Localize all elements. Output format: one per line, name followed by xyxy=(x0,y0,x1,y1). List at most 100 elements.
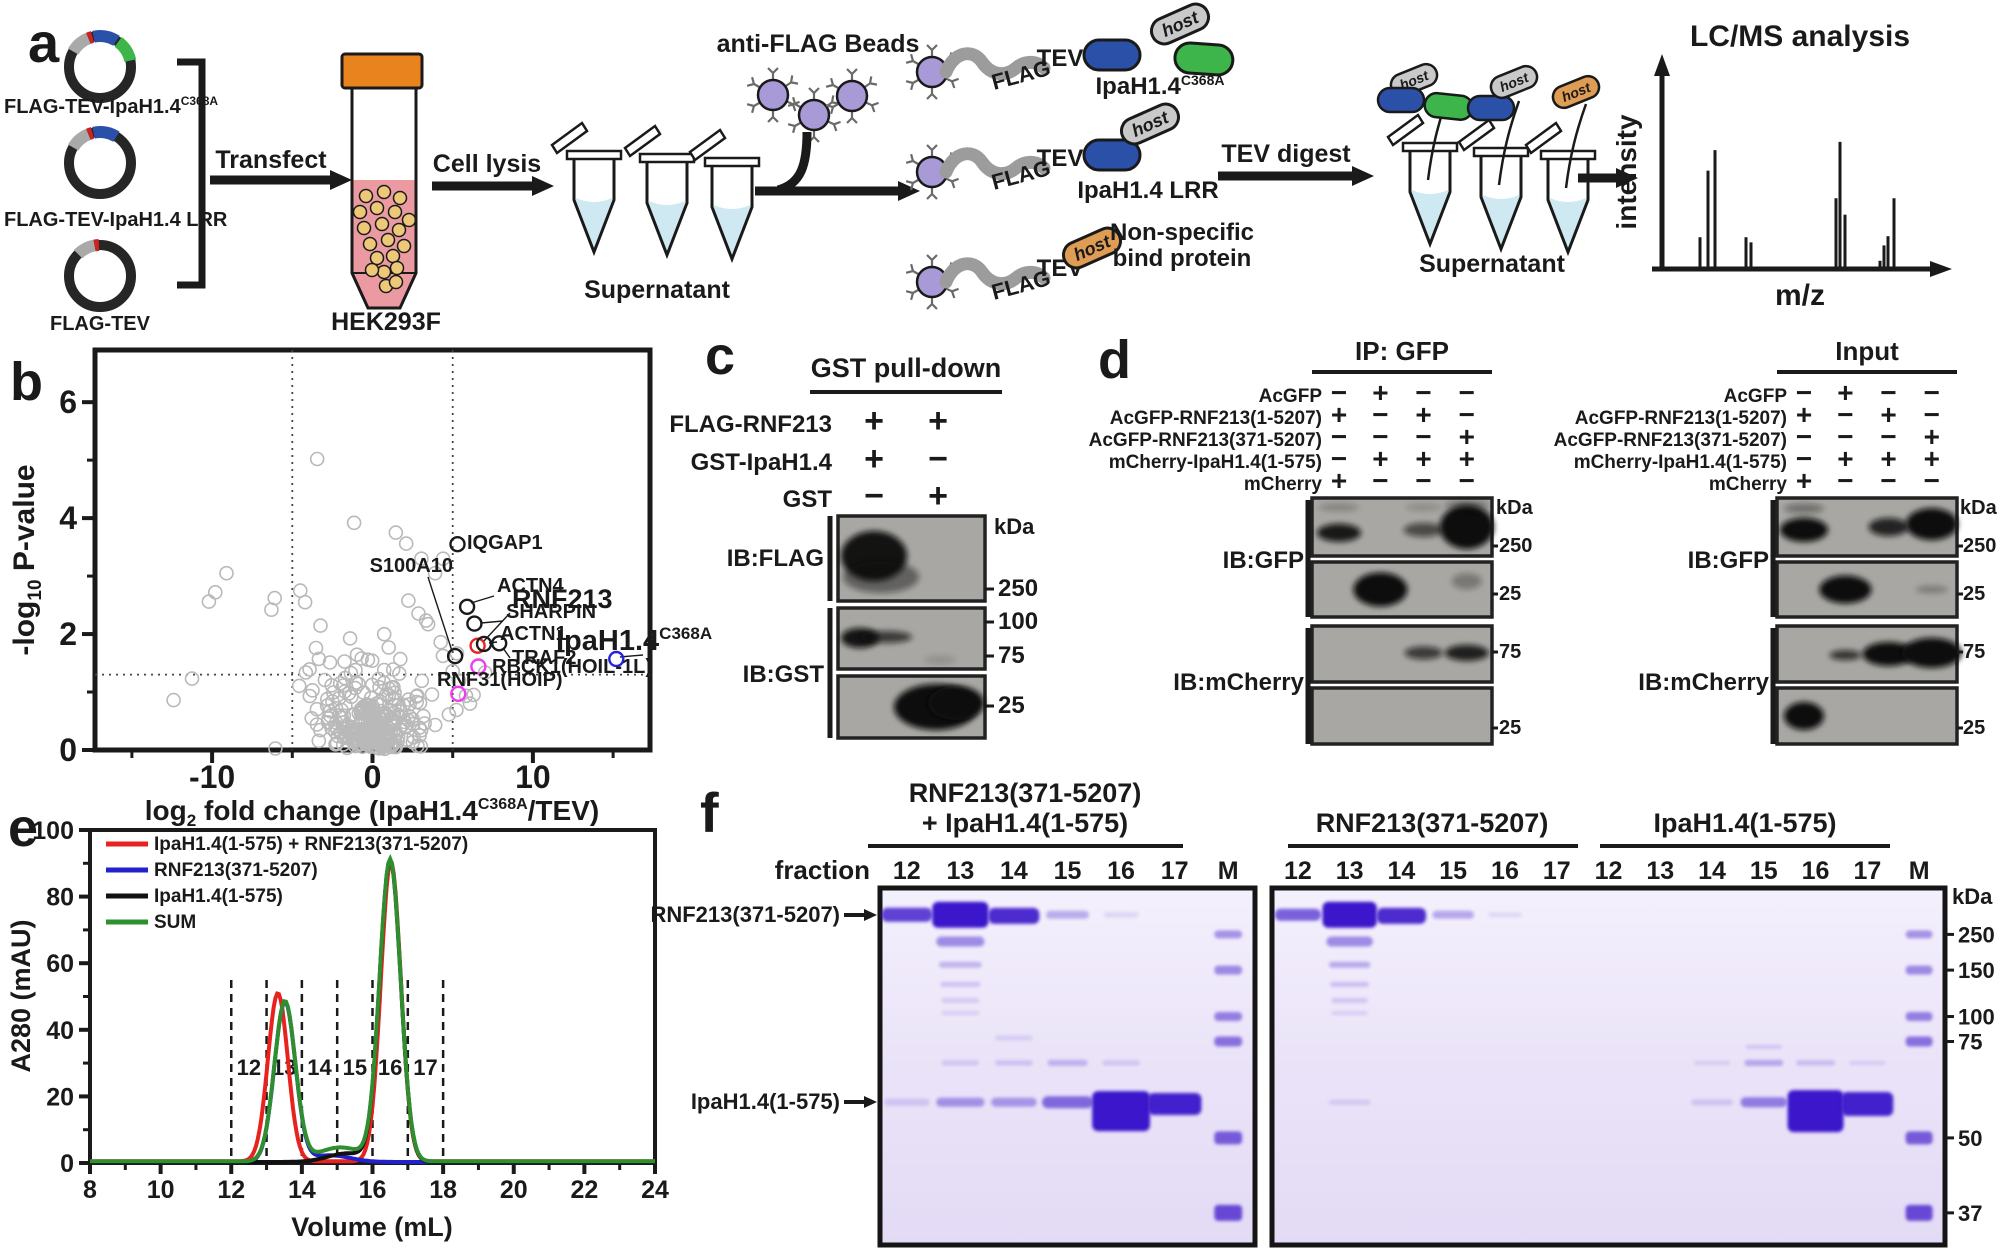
gst-pulldown-content: FLAG-RNF213 + +GST-IpaH1.4 + −GST − +250100752… xyxy=(669,402,1038,730)
coip-content: AcGFPAcGFP-RNF213(1-5207)AcGFP-RNF213(37… xyxy=(1089,377,1998,746)
cell-icon xyxy=(364,262,380,278)
d-sign: − xyxy=(1796,443,1812,474)
ladder-label: 150 xyxy=(1958,958,1995,983)
lane-number: 12 xyxy=(893,857,921,885)
lrr-capsule-icon xyxy=(1466,94,1516,122)
legend-label: SUM xyxy=(154,912,196,933)
ladder-label: 37 xyxy=(1958,1201,1982,1226)
c-row-label: FLAG-RNF213 xyxy=(669,411,832,438)
y-tick-label: 100 xyxy=(32,817,74,845)
d-sign: − xyxy=(1796,377,1812,408)
scatter-point xyxy=(349,647,365,663)
wb-band xyxy=(1868,518,1909,536)
scatter-point xyxy=(337,684,353,699)
panel-c-label: c xyxy=(705,326,735,386)
cell-icon xyxy=(401,212,417,228)
wb-band xyxy=(1317,523,1361,542)
wb-band xyxy=(1444,499,1489,510)
gel-marker-band xyxy=(1905,1204,1933,1221)
ib-gst-label: IB:GST xyxy=(743,661,825,688)
wb-band xyxy=(1819,575,1872,604)
marker-label: 25 xyxy=(1963,717,1985,739)
c-sign: − xyxy=(928,440,948,478)
d-sign: − xyxy=(1415,421,1431,452)
plasmid-3-label: FLAG-TEV xyxy=(50,313,151,335)
gel-marker-band xyxy=(1905,930,1933,939)
d-sign: + xyxy=(1880,399,1896,430)
cell-icon xyxy=(380,232,396,248)
point-label-RNF31(HOIP): RNF31(HOIP) xyxy=(437,669,563,691)
gel-left xyxy=(877,885,1258,1248)
y-tick-label: 0 xyxy=(59,732,77,768)
tev-digest-arrowhead-icon xyxy=(1352,166,1374,186)
cell-icon xyxy=(392,190,408,206)
d-sign: + xyxy=(1796,465,1812,496)
y-tick-label: 60 xyxy=(46,950,74,978)
scatter-point xyxy=(381,681,397,697)
ib-mcherry-label: IB:mCherry xyxy=(1173,669,1304,696)
point-label-IQGAP1: IQGAP1 xyxy=(467,532,543,554)
gel-band xyxy=(995,1060,1033,1066)
labeled-point-IpaH1.4 xyxy=(608,650,625,668)
scatter-point xyxy=(184,671,200,686)
ladder-label: 100 xyxy=(1958,1005,1995,1030)
wb-band xyxy=(860,631,912,643)
scatter-point xyxy=(414,551,429,567)
scatter-point xyxy=(445,663,461,679)
scatter-point xyxy=(328,719,343,734)
kda-label: kDa xyxy=(1960,497,1998,519)
kda-label: kDa xyxy=(994,514,1035,539)
gel-header-red-line2: + IpaH1.4(1-575) xyxy=(922,808,1128,838)
panel-a-label: a xyxy=(28,11,60,74)
x-tick-label: 18 xyxy=(429,1176,457,1204)
gel-band xyxy=(1432,910,1474,919)
scatter-point xyxy=(355,702,371,718)
scatter-point xyxy=(384,691,400,706)
gel-marker-band xyxy=(1905,1012,1933,1022)
cell-icon xyxy=(391,222,407,238)
gel-row-label-rnf213: RNF213(371-5207) xyxy=(650,902,840,927)
gel-band xyxy=(991,1097,1037,1107)
scatter-point xyxy=(329,736,344,751)
volcano-ylabel: -log10 P-value xyxy=(8,464,46,655)
scatter-point xyxy=(433,634,449,650)
sec-xlabel: Volume (mL) xyxy=(291,1212,453,1242)
point-label-IpaH1.4: IpaH1.4C368A xyxy=(556,624,712,657)
d-row-label: mCherry xyxy=(1709,474,1788,495)
labeled-point-ACTN4 xyxy=(458,598,476,615)
y-tick-label: 6 xyxy=(59,384,77,420)
y-tick-label: 20 xyxy=(46,1083,74,1111)
panel-d: d IP: GFP Input AcGFPAcGFP-RNF213(1-5207… xyxy=(1089,330,1998,746)
cell-lysis-arrowhead-icon xyxy=(532,176,554,196)
bracket xyxy=(177,58,206,289)
construct-2-label: IpaH1.4 LRR xyxy=(1077,177,1218,204)
scatter-point xyxy=(398,536,414,551)
gel-marker-band xyxy=(1905,965,1933,975)
gel-band xyxy=(938,961,982,968)
d-sign: + xyxy=(1372,377,1388,408)
scatter-point xyxy=(441,707,457,722)
gel-band xyxy=(1331,1010,1368,1015)
ms-peaks xyxy=(1698,141,1896,269)
x-tick-label: 12 xyxy=(217,1176,245,1204)
scatter-point xyxy=(264,602,279,618)
gel-band xyxy=(1744,1059,1784,1066)
wb-band xyxy=(1784,702,1824,730)
scatter-point xyxy=(409,694,425,710)
wb-band xyxy=(1405,503,1442,511)
ib-flag-label: IB:FLAG xyxy=(727,545,824,572)
lane-number: M xyxy=(1909,857,1930,885)
c-sign: − xyxy=(864,477,884,515)
d-sign: − xyxy=(1796,421,1812,452)
gel-marker-band xyxy=(1214,1036,1243,1047)
lane-number: 17 xyxy=(1853,857,1881,885)
gel-band xyxy=(1147,1092,1202,1115)
scatter-point xyxy=(372,679,387,695)
ladder-label: 50 xyxy=(1958,1126,1982,1151)
marker-label: 75 xyxy=(1963,641,1985,663)
panel-e: e A280 (mAU) Volume (mL) 8 10 12 14 16 18 20 22… xyxy=(6,798,669,1242)
lane-number: 16 xyxy=(1491,857,1519,885)
gel-marker-band xyxy=(1214,1204,1243,1221)
gel-band xyxy=(1691,1099,1733,1106)
gel-marker-band xyxy=(1214,1012,1243,1022)
